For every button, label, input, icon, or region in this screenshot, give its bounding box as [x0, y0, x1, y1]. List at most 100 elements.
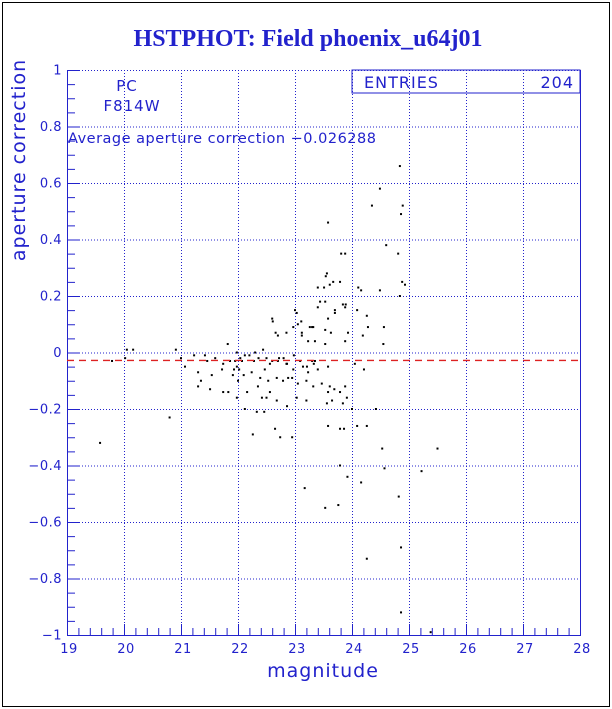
data-point — [397, 495, 400, 498]
data-point — [132, 348, 135, 351]
data-point — [341, 402, 344, 405]
data-point — [235, 351, 238, 354]
y-tick-label: 0 — [53, 346, 62, 361]
entries-count-value: 204 — [540, 73, 574, 92]
data-point — [303, 487, 306, 490]
data-point — [365, 424, 368, 427]
data-point — [344, 303, 347, 306]
data-point — [331, 399, 334, 402]
y-tick-label: −1 — [42, 629, 62, 644]
data-point — [259, 376, 262, 379]
data-point — [324, 343, 327, 346]
data-point — [344, 340, 347, 343]
data-point — [262, 348, 265, 351]
data-point — [260, 396, 263, 399]
data-point — [271, 317, 274, 320]
y-tick-label: 0.4 — [40, 233, 62, 248]
data-point — [292, 326, 295, 329]
data-point — [254, 351, 257, 354]
data-point — [340, 252, 343, 255]
data-point — [327, 317, 330, 320]
data-point — [238, 368, 241, 371]
data-point — [222, 391, 225, 394]
data-point — [362, 368, 365, 371]
data-point — [296, 382, 299, 385]
data-point — [308, 326, 311, 329]
data-point — [295, 396, 298, 399]
data-point — [319, 300, 322, 303]
data-point — [231, 374, 234, 377]
x-tick-label: 26 — [459, 642, 477, 657]
data-point — [397, 252, 400, 255]
y-tick-label: 0.6 — [40, 177, 62, 192]
data-point — [265, 396, 268, 399]
data-point — [401, 280, 404, 283]
data-point — [282, 357, 285, 360]
data-point — [339, 391, 342, 394]
data-point — [398, 295, 401, 297]
data-point — [312, 326, 315, 329]
data-point — [267, 379, 270, 382]
data-point — [275, 376, 278, 379]
data-point — [312, 362, 315, 365]
data-points-layer — [99, 165, 439, 634]
data-point — [271, 320, 274, 323]
data-point — [347, 331, 350, 334]
y-tick-label: −0.4 — [28, 459, 62, 474]
data-point — [356, 424, 359, 427]
detector-label: PC — [116, 77, 138, 95]
data-point — [385, 244, 388, 247]
data-point — [320, 382, 323, 385]
data-point — [286, 405, 289, 408]
x-tick-label: 25 — [402, 642, 420, 657]
data-point — [324, 506, 327, 509]
grid-layer — [67, 70, 580, 635]
data-point — [404, 283, 407, 286]
x-tick-label: 23 — [288, 642, 306, 657]
data-point — [313, 359, 316, 362]
data-point — [305, 379, 308, 382]
data-point — [197, 371, 200, 374]
data-point — [360, 289, 363, 292]
data-point — [400, 611, 403, 614]
axes-frame-line — [67, 70, 581, 636]
data-point — [221, 368, 224, 371]
tick-layer — [67, 70, 581, 636]
data-point — [316, 306, 319, 309]
data-point — [276, 334, 279, 337]
data-point — [235, 396, 238, 399]
data-point — [323, 286, 326, 289]
data-point — [305, 399, 308, 402]
data-point — [325, 272, 328, 275]
data-point — [168, 416, 171, 419]
data-point — [193, 354, 196, 357]
data-point — [313, 340, 316, 343]
data-point — [356, 309, 359, 312]
x-tick-label: 27 — [516, 642, 534, 657]
data-point — [400, 213, 403, 216]
data-point — [382, 326, 385, 329]
data-point — [305, 365, 308, 368]
data-point — [366, 326, 369, 329]
data-point — [237, 379, 239, 382]
data-point — [382, 343, 385, 346]
data-point — [242, 374, 245, 377]
entries-box-label: ENTRIES — [364, 73, 439, 92]
data-point — [365, 314, 368, 317]
data-point — [209, 388, 212, 391]
data-point — [124, 357, 127, 360]
data-point — [370, 204, 373, 207]
data-point — [274, 331, 277, 334]
page-title: HSTPHOT: Field phoenix_u64j01 — [134, 26, 483, 52]
data-point — [327, 365, 330, 368]
data-point — [250, 371, 253, 374]
data-point — [275, 399, 278, 402]
data-point — [346, 475, 349, 478]
y-tick-label: 0.8 — [40, 120, 62, 135]
x-tick-label: 19 — [60, 642, 78, 657]
data-point — [291, 436, 294, 439]
data-point — [300, 320, 303, 323]
data-point — [324, 300, 327, 303]
tick-label-layer: 1 0.8 0.6 0.4 0.2 0 −0.2 −0.4 −0.6 −0.8 −119 20 21 22… — [28, 64, 590, 658]
data-point — [226, 343, 229, 346]
